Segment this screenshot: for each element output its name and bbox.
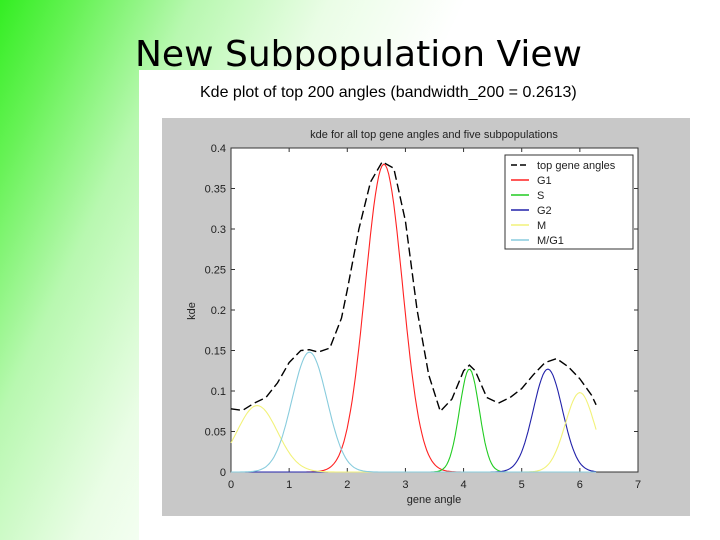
y-tick-label: 0.35: [205, 184, 226, 196]
y-axis-label: kde: [186, 302, 198, 320]
x-tick-label: 2: [344, 479, 350, 491]
x-tick-label: 0: [228, 479, 234, 491]
y-tick-label: 0.3: [211, 224, 226, 236]
legend-label: M: [537, 220, 546, 232]
x-tick-label: 3: [402, 479, 408, 491]
y-axis: 0 0.05 0.1 0.15 0.2 0.25 0.3 0.35 0.4: [205, 143, 638, 479]
y-tick-label: 0.4: [211, 143, 226, 155]
series-lines: [230, 160, 597, 473]
x-tick-label: 6: [577, 479, 583, 491]
legend-label: G1: [537, 175, 552, 187]
y-tick-label: 0.1: [211, 386, 226, 398]
x-tick-label: 5: [519, 479, 525, 491]
series-line-top-gene-angles: [230, 160, 597, 413]
legend-label: top gene angles: [537, 160, 616, 172]
x-axis: 0 1 2 3 4 5 6 7: [228, 148, 641, 491]
legend-label: G2: [537, 205, 552, 217]
legend-box: [504, 154, 634, 250]
legend-label: M/G1: [537, 235, 564, 247]
series-line-m-g1: [231, 351, 597, 473]
y-tick-label: 0.2: [211, 305, 226, 317]
y-tick-label: 0: [220, 467, 226, 479]
y-tick-label: 0.05: [205, 427, 226, 439]
y-tick-label: 0.25: [205, 265, 226, 277]
legend: top gene angles G1 S G2 M M/G1: [504, 154, 634, 250]
slide-subtitle: Kde plot of top 200 angles (bandwidth_20…: [200, 84, 577, 101]
x-tick-label: 7: [635, 479, 641, 491]
x-tick-label: 1: [286, 479, 292, 491]
slide-title: New Subpopulation View: [135, 34, 582, 75]
x-axis-label: gene angle: [407, 494, 461, 506]
x-tick-label: 4: [461, 479, 467, 491]
chart-title: kde for all top gene angles and five sub…: [310, 129, 558, 141]
legend-label: S: [537, 190, 544, 202]
y-tick-label: 0.15: [205, 346, 226, 358]
